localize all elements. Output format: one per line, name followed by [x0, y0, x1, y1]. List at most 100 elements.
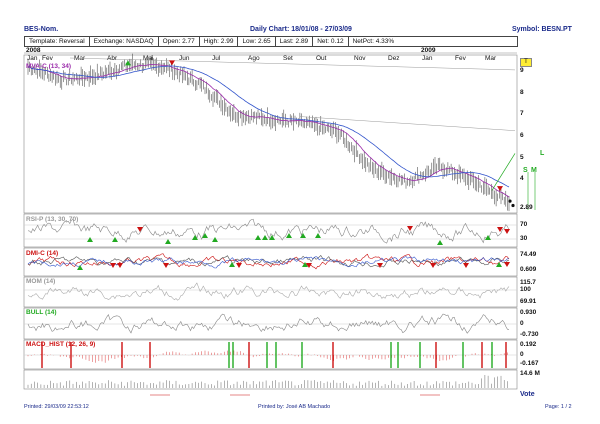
- chart-title: Daily Chart: 18/01/08 - 27/03/09: [250, 26, 352, 33]
- rsi-line: [27, 218, 510, 244]
- mom-tick-label: 69.91: [520, 298, 537, 305]
- dmi-line-adx: [27, 256, 510, 269]
- rsi-signal-triangle: [112, 237, 118, 242]
- mom-tick-label: 100: [520, 286, 531, 293]
- trend-line-upper: [69, 57, 516, 71]
- macd-tick-label: -0.167: [520, 360, 539, 367]
- volume-bars: [27, 375, 508, 388]
- trend-tag-text: T: [524, 59, 528, 65]
- trend-tag: T: [520, 58, 532, 67]
- rsi-signal-triangle: [286, 233, 292, 238]
- month-label: Out: [316, 55, 327, 62]
- mom-line: [27, 282, 510, 301]
- month-label: Nov: [354, 55, 366, 62]
- price-tick-label: 8: [520, 88, 524, 96]
- bull-panel-frame: [23, 307, 518, 340]
- dmi-line-pos: [27, 255, 510, 268]
- month-label: Fev: [42, 55, 53, 62]
- macd-histogram: [27, 350, 508, 363]
- rsi-signal-triangle: [437, 240, 443, 245]
- dmi-tick-label: 0.609: [520, 266, 537, 273]
- rsi-signal-triangle: [165, 239, 171, 244]
- bull-line: [27, 313, 510, 334]
- page-number: Page: 1 / 2: [545, 404, 572, 410]
- trend-line-mid: [299, 116, 516, 131]
- bull-tick-label: 0: [520, 320, 524, 327]
- mom-panel-label: MOM (14): [26, 278, 56, 285]
- dmi-signal-triangle: [496, 262, 502, 267]
- printed-by: Printed by: José AB Machado: [258, 404, 331, 410]
- month-label: Jan: [422, 55, 433, 62]
- price-tick-label: 9: [520, 67, 524, 74]
- price-tick-label: 5: [520, 153, 524, 161]
- price-panel-label: MVA-C (13, 34): [26, 63, 72, 70]
- rsi-signal-triangle: [87, 237, 93, 242]
- rsi-signal-triangle: [262, 235, 268, 240]
- month-label: Set: [283, 55, 293, 62]
- rsi-signal-triangle: [137, 227, 143, 232]
- rsi-signal-triangle: [497, 227, 503, 232]
- macd-panel-label: MACD_HIST (12, 26, 9): [26, 341, 96, 348]
- last-label: Last: 2.89: [276, 37, 314, 46]
- dmi-signal-triangle: [430, 263, 436, 268]
- bull-panel-label: BULL (14): [26, 309, 57, 316]
- rsi-signal-triangle: [485, 235, 491, 240]
- info-bar: Template: Reversal Exchange: NASDAQ Open…: [24, 36, 518, 47]
- vote-button[interactable]: Vote: [520, 391, 535, 398]
- rsi-signal-triangle: [300, 233, 306, 238]
- dmi-signal-triangle: [377, 263, 383, 268]
- price-signal-triangle: [497, 186, 503, 192]
- signal-l: L: [540, 150, 545, 157]
- dmi-signal-triangle: [229, 262, 235, 267]
- low-label: Low: 2.65: [238, 37, 276, 46]
- exchange-label: Exchange: NASDAQ: [90, 37, 159, 46]
- month-label: Jun: [179, 55, 190, 62]
- dmi-tick-label: 74.49: [520, 251, 537, 258]
- printed-date: Printed: 29/03/09 22:53:12: [24, 404, 89, 410]
- dmi-signal-triangle: [306, 263, 312, 268]
- price-signal-triangle: [169, 60, 175, 66]
- price-signal-triangle: [125, 60, 131, 66]
- rsi-signal-triangle: [212, 237, 218, 242]
- rsi-tick-label: 70: [520, 221, 528, 228]
- bull-tick-label: -0.730: [520, 331, 539, 338]
- macd-panel-frame: [23, 339, 518, 370]
- dmi-signal-triangle: [504, 262, 510, 267]
- rsi-signal-triangle: [192, 235, 198, 240]
- price-tick-label: 4: [520, 175, 524, 183]
- volume-panel-frame: [23, 369, 518, 390]
- high-label: High: 2.99: [200, 37, 239, 46]
- month-label: Fev: [455, 55, 466, 62]
- net-label: Net: 0.12: [313, 37, 349, 46]
- price-panel-frame: [23, 54, 518, 214]
- dmi-signal-triangle: [77, 265, 83, 270]
- year-2009: 2009: [421, 47, 436, 54]
- symbol-label: Symbol: BESN.PT: [512, 26, 572, 33]
- template-label: Template: Reversal: [25, 37, 90, 46]
- trend-line-green: [491, 153, 516, 191]
- month-label: Dez: [388, 55, 400, 62]
- signal-s: S: [523, 167, 528, 174]
- price-tick-label: 7: [520, 110, 524, 118]
- ma-slow-line: [27, 65, 510, 188]
- dmi-panel-label: DMI-C (14): [26, 250, 59, 257]
- rsi-signal-triangle: [255, 235, 261, 240]
- dmi-signal-triangle: [117, 263, 123, 268]
- dmi-signal-triangle: [302, 262, 308, 267]
- chart-name: BES-Nom.: [24, 26, 59, 33]
- last-price-label: 2.89: [520, 204, 533, 211]
- ma-fast-line: [27, 64, 510, 198]
- rsi-panel-frame: [23, 213, 518, 248]
- macd-tick-label: 0.192: [520, 341, 537, 348]
- month-label: Mai: [143, 55, 154, 62]
- price-dot: [508, 199, 512, 203]
- rsi-signal-triangle: [315, 233, 321, 238]
- rsi-panel-label: RSI-P (13, 30, 70): [26, 216, 79, 223]
- rsi-signal-triangle: [407, 226, 413, 231]
- price-dot: [511, 203, 515, 208]
- open-label: Open: 2.77: [159, 37, 200, 46]
- price-tick-label: 6: [520, 132, 524, 140]
- month-label: Jan: [27, 55, 38, 62]
- month-label: Ago: [248, 55, 260, 62]
